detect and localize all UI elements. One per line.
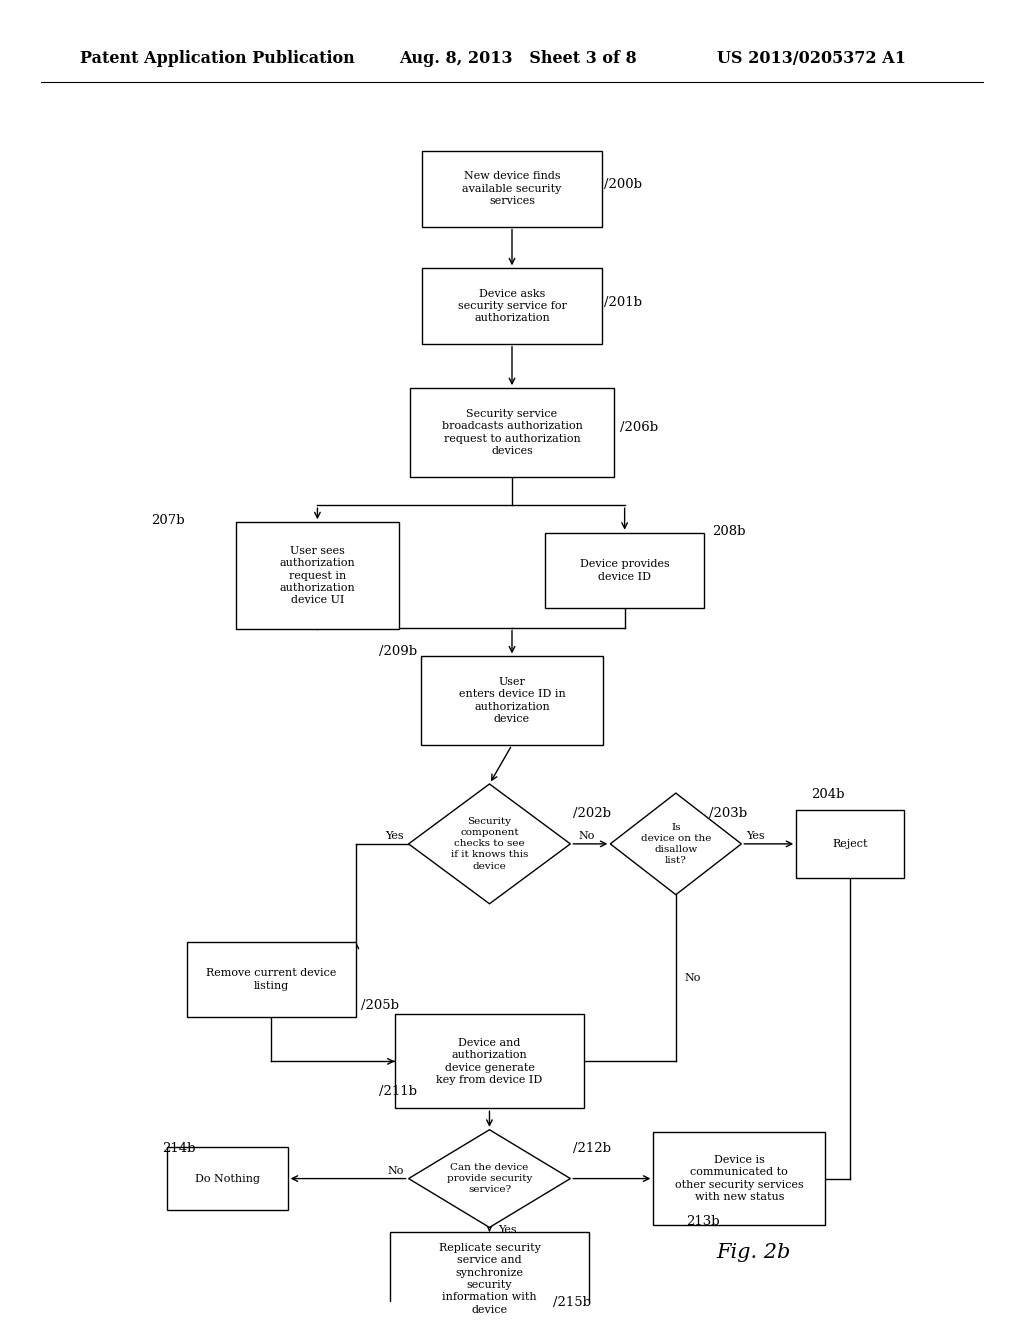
- Text: /205b: /205b: [361, 999, 399, 1012]
- Text: /201b: /201b: [604, 296, 642, 309]
- FancyBboxPatch shape: [422, 268, 601, 343]
- Text: Fig. 2b: Fig. 2b: [717, 1243, 792, 1262]
- FancyBboxPatch shape: [422, 150, 601, 227]
- Text: Yes: Yes: [746, 832, 765, 841]
- Text: Do Nothing: Do Nothing: [195, 1173, 260, 1184]
- Text: Device asks
security service for
authorization: Device asks security service for authori…: [458, 289, 566, 323]
- Text: /212b: /212b: [573, 1142, 611, 1155]
- Text: Reject: Reject: [833, 840, 867, 849]
- FancyBboxPatch shape: [186, 941, 356, 1018]
- Text: 213b: 213b: [686, 1214, 720, 1228]
- Text: User
enters device ID in
authorization
device: User enters device ID in authorization d…: [459, 677, 565, 725]
- Text: Patent Application Publication: Patent Application Publication: [80, 50, 354, 67]
- Text: Yes: Yes: [385, 832, 403, 841]
- Text: 207b: 207b: [152, 515, 185, 528]
- Text: No: No: [684, 973, 700, 983]
- Polygon shape: [409, 784, 570, 904]
- Text: 204b: 204b: [811, 788, 845, 801]
- Text: /209b: /209b: [379, 644, 417, 657]
- Text: New device finds
available security
services: New device finds available security serv…: [462, 172, 562, 206]
- Text: /200b: /200b: [604, 178, 642, 191]
- Text: 214b: 214b: [162, 1142, 196, 1155]
- Text: Aug. 8, 2013   Sheet 3 of 8: Aug. 8, 2013 Sheet 3 of 8: [399, 50, 637, 67]
- FancyBboxPatch shape: [653, 1131, 825, 1225]
- Text: Device is
communicated to
other security services
with new status: Device is communicated to other security…: [675, 1155, 804, 1203]
- FancyBboxPatch shape: [421, 656, 603, 744]
- Text: /211b: /211b: [379, 1085, 417, 1098]
- Text: /206b: /206b: [620, 421, 657, 434]
- FancyBboxPatch shape: [394, 1015, 584, 1109]
- Text: Device and
authorization
device generate
key from device ID: Device and authorization device generate…: [436, 1038, 543, 1085]
- Text: /202b: /202b: [573, 808, 611, 821]
- Polygon shape: [409, 1130, 570, 1228]
- Text: No: No: [387, 1166, 403, 1176]
- Text: Security
component
checks to see
if it knows this
device: Security component checks to see if it k…: [451, 817, 528, 871]
- Text: /203b: /203b: [709, 808, 746, 821]
- Text: 208b: 208b: [712, 525, 745, 537]
- Text: No: No: [579, 832, 595, 841]
- Text: Replicate security
service and
synchronize
security
information with
device: Replicate security service and synchroni…: [438, 1243, 541, 1315]
- FancyBboxPatch shape: [236, 523, 399, 630]
- FancyBboxPatch shape: [389, 1232, 589, 1320]
- Text: Yes: Yes: [498, 1225, 516, 1234]
- FancyBboxPatch shape: [545, 533, 705, 609]
- Text: Is
device on the
disallow
list?: Is device on the disallow list?: [641, 822, 711, 865]
- Polygon shape: [610, 793, 741, 895]
- FancyBboxPatch shape: [410, 388, 614, 477]
- Text: Device provides
device ID: Device provides device ID: [580, 560, 670, 582]
- Text: User sees
authorization
request in
authorization
device UI: User sees authorization request in autho…: [280, 545, 355, 606]
- Text: Remove current device
listing: Remove current device listing: [206, 968, 337, 990]
- Text: /215b: /215b: [553, 1296, 591, 1309]
- Text: US 2013/0205372 A1: US 2013/0205372 A1: [717, 50, 906, 67]
- FancyBboxPatch shape: [797, 810, 903, 878]
- FancyBboxPatch shape: [167, 1147, 288, 1210]
- Text: Can the device
provide security
service?: Can the device provide security service?: [446, 1163, 532, 1195]
- Text: Security service
broadcasts authorization
request to authorization
devices: Security service broadcasts authorizatio…: [441, 409, 583, 455]
